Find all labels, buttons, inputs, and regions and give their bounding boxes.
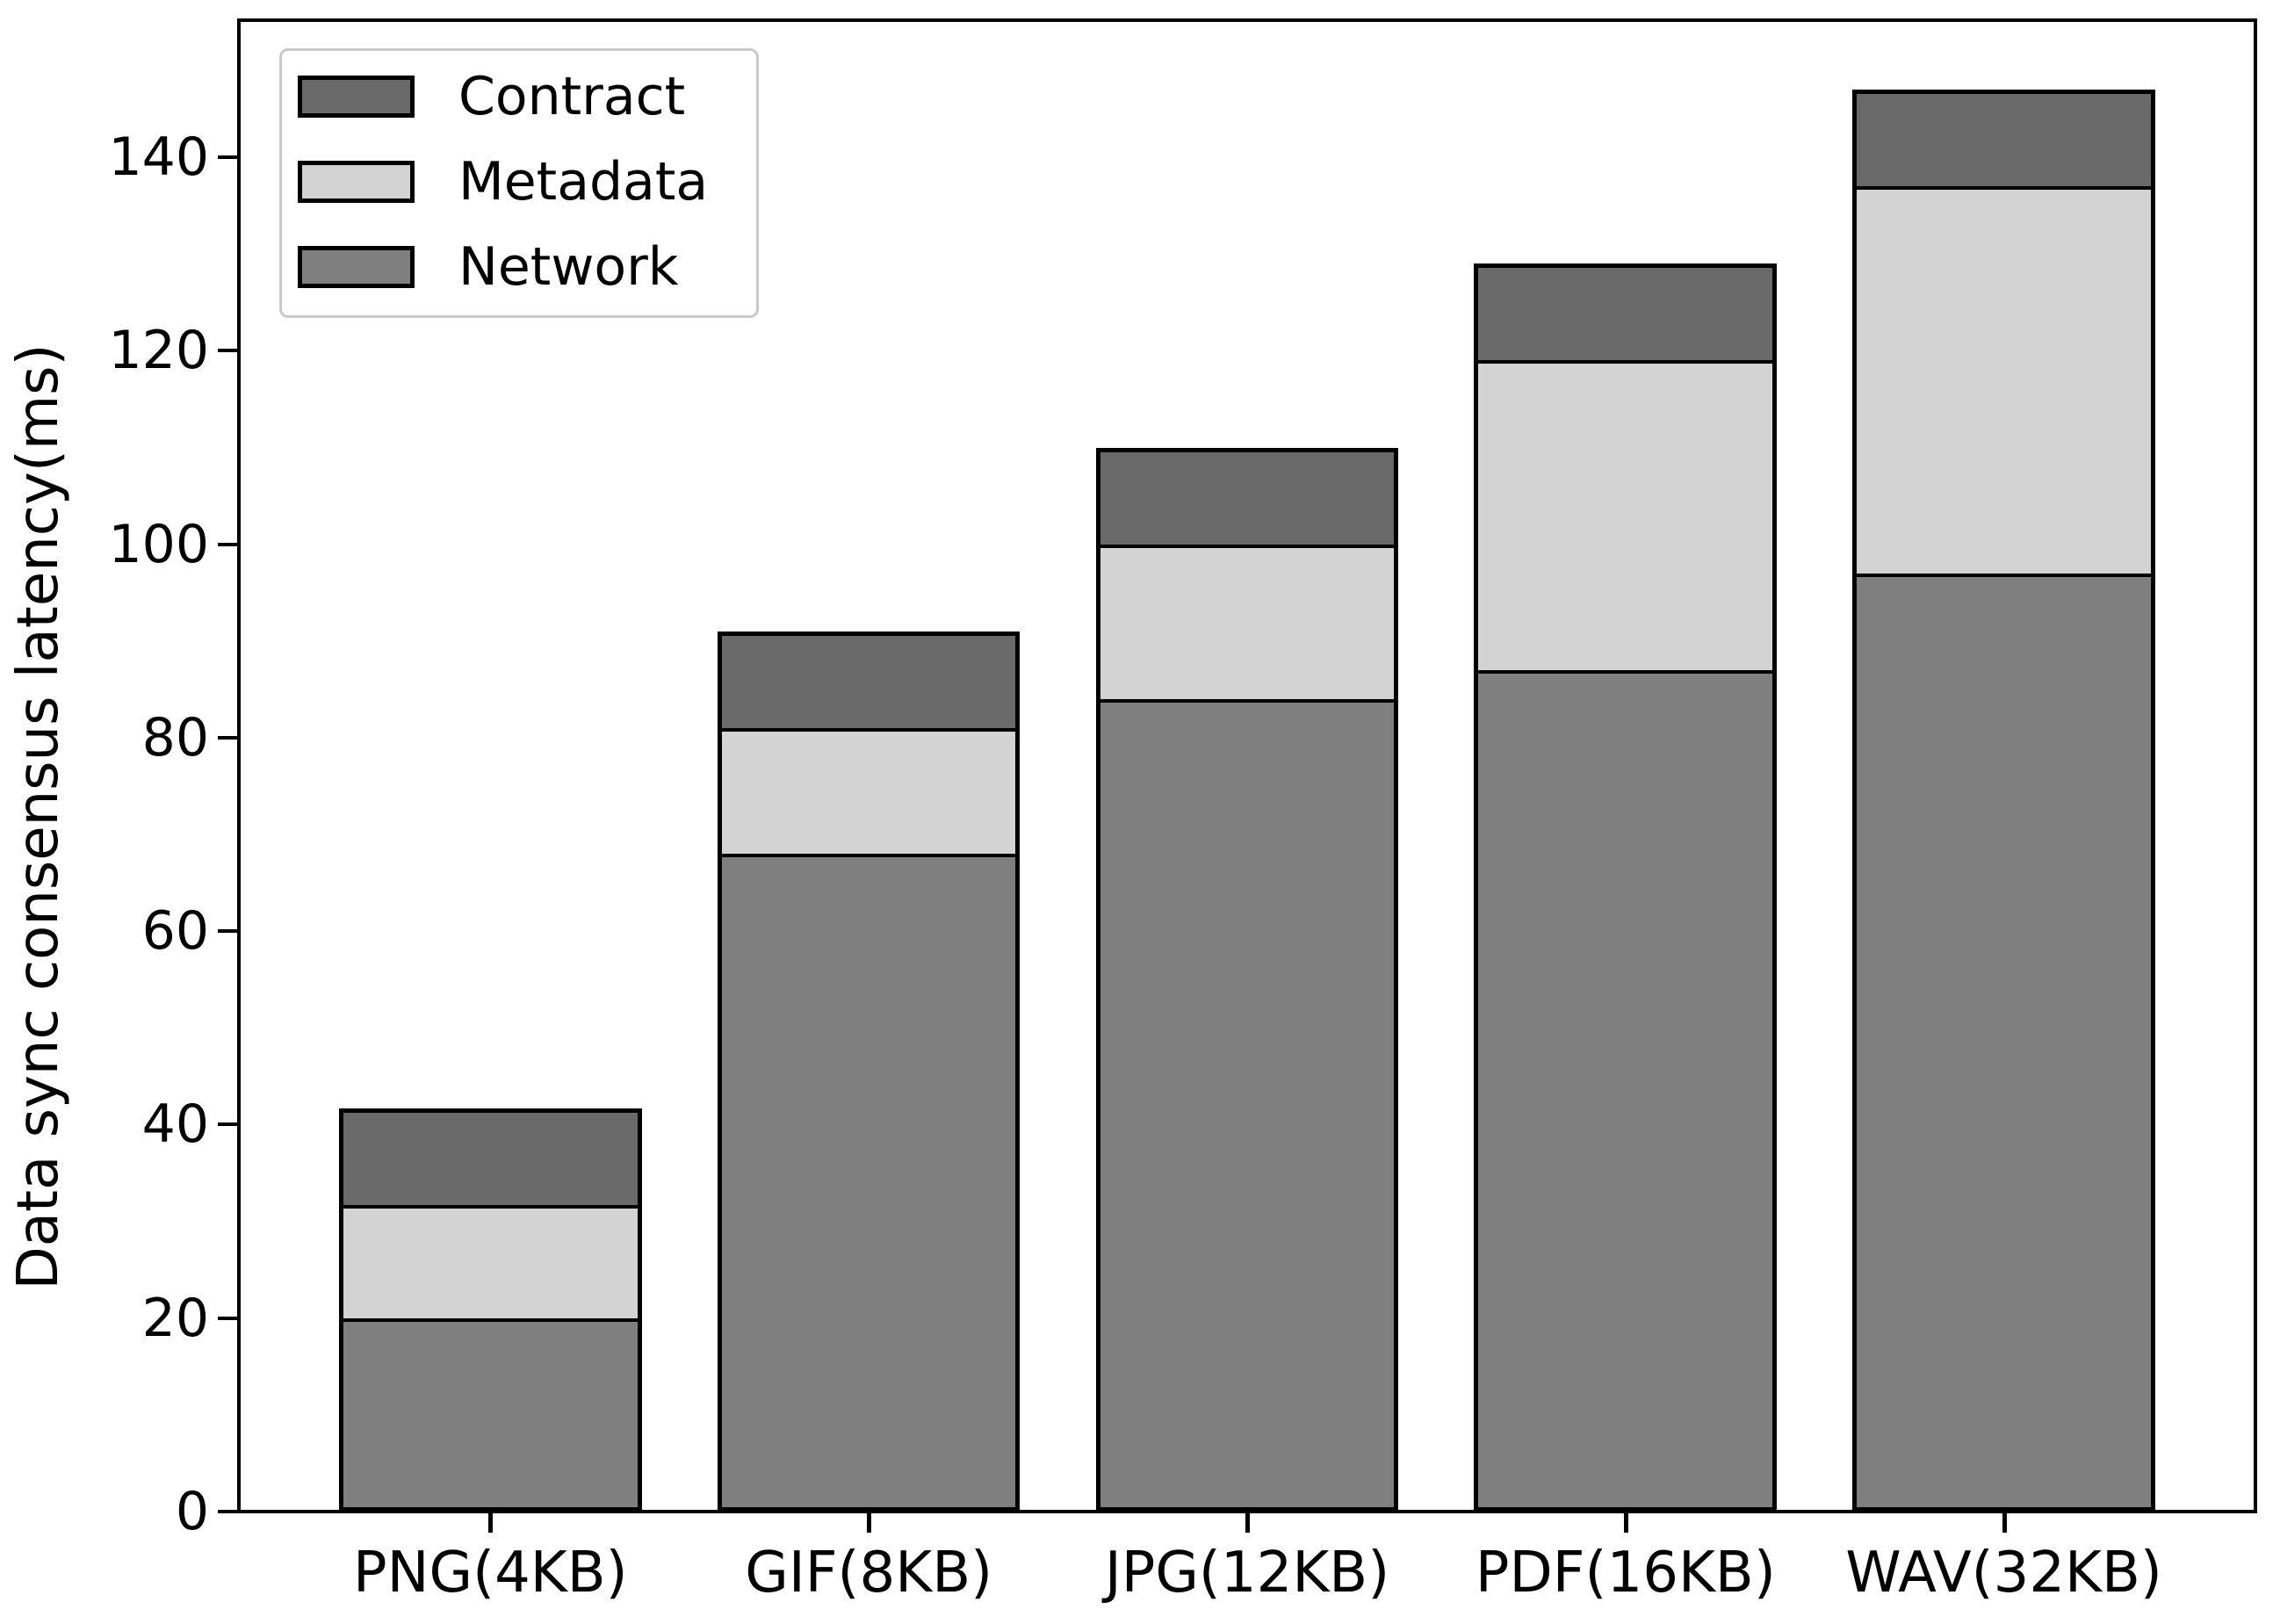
- y-tick-label-20: 20: [141, 1287, 209, 1349]
- y-tick-mark-120: [218, 349, 237, 353]
- y-tick-label-0: 0: [175, 1481, 209, 1542]
- bar-pdf-16kb: [1474, 263, 1778, 1512]
- segment-boundary-gif-8kb-network: [717, 850, 1021, 858]
- segment-boundary-jpg-12kb-network: [1095, 695, 1399, 703]
- segment-boundary-pdf-16kb-metadata: [1474, 357, 1778, 364]
- segment-boundary-png-4kb-metadata: [339, 1201, 642, 1209]
- network-segment-gif-8kb: [717, 854, 1021, 1512]
- x-tick-label-jpg-12kb: JPG(12KB): [1104, 1541, 1390, 1606]
- y-tick-mark-100: [218, 542, 237, 546]
- x-tick-mark-png-4kb: [488, 1513, 494, 1533]
- legend-swatch-contract: [298, 76, 415, 118]
- x-tick-label-png-4kb: PNG(4KB): [353, 1541, 628, 1606]
- bar-outline-png-4kb: [339, 1108, 642, 1512]
- y-tick-label-40: 40: [141, 1093, 209, 1156]
- network-segment-png-4kb: [339, 1317, 642, 1512]
- segment-boundary-gif-8kb-metadata: [717, 724, 1021, 732]
- metadata-segment-jpg-12kb: [1095, 544, 1399, 699]
- bar-jpg-12kb: [1095, 447, 1399, 1512]
- metadata-segment-gif-8kb: [717, 727, 1021, 855]
- contract-segment-gif-8kb: [717, 631, 1021, 728]
- metadata-segment-pdf-16kb: [1474, 360, 1778, 670]
- legend-swatch-metadata: [298, 161, 415, 203]
- y-tick-mark-20: [218, 1316, 237, 1320]
- x-tick-mark-pdf-16kb: [1623, 1513, 1628, 1533]
- legend-label-metadata: Metadata: [458, 151, 709, 213]
- y-tick-mark-0: [218, 1510, 237, 1513]
- bar-png-4kb: [339, 1108, 642, 1512]
- contract-segment-jpg-12kb: [1095, 447, 1399, 545]
- bar-gif-8kb: [717, 631, 1021, 1512]
- segment-boundary-jpg-12kb-metadata: [1095, 540, 1399, 548]
- segment-boundary-wav-32kb-metadata: [1852, 183, 2155, 191]
- network-segment-jpg-12kb: [1095, 698, 1399, 1512]
- y-tick-label-60: 60: [141, 900, 209, 963]
- y-tick-label-140: 140: [108, 126, 209, 189]
- segment-boundary-png-4kb-network: [339, 1314, 642, 1322]
- x-tick-mark-jpg-12kb: [1245, 1513, 1250, 1533]
- y-tick-mark-40: [218, 1122, 237, 1127]
- y-tick-label-120: 120: [108, 320, 209, 382]
- y-tick-label-100: 100: [108, 513, 209, 575]
- x-tick-label-wav-32kb: WAV(32KB): [1845, 1541, 2162, 1606]
- x-tick-mark-gif-8kb: [867, 1513, 872, 1533]
- y-tick-mark-80: [218, 735, 237, 740]
- x-tick-label-pdf-16kb: PDF(16KB): [1475, 1541, 1776, 1606]
- bar-wav-32kb: [1852, 90, 2155, 1512]
- legend-label-contract: Contract: [458, 66, 686, 127]
- legend-swatch-network: [298, 246, 415, 288]
- y-tick-mark-140: [218, 155, 237, 160]
- legend: Contract Metadata Network: [279, 48, 759, 318]
- bar-outline-wav-32kb: [1852, 90, 2155, 1512]
- x-tick-mark-wav-32kb: [2002, 1513, 2007, 1533]
- bar-outline-jpg-12kb: [1095, 447, 1399, 1512]
- contract-segment-wav-32kb: [1852, 90, 2155, 187]
- segment-boundary-wav-32kb-network: [1852, 569, 2155, 577]
- contract-segment-png-4kb: [339, 1108, 642, 1205]
- segment-boundary-pdf-16kb-network: [1474, 666, 1778, 674]
- metadata-segment-png-4kb: [339, 1204, 642, 1318]
- bar-outline-gif-8kb: [717, 631, 1021, 1512]
- network-segment-wav-32kb: [1852, 573, 2155, 1512]
- y-tick-label-80: 80: [141, 706, 209, 769]
- legend-label-network: Network: [458, 236, 679, 298]
- y-tick-mark-60: [218, 929, 237, 934]
- contract-segment-pdf-16kb: [1474, 263, 1778, 361]
- x-tick-label-gif-8kb: GIF(8KB): [745, 1541, 993, 1606]
- metadata-segment-wav-32kb: [1852, 186, 2155, 574]
- bar-outline-pdf-16kb: [1474, 263, 1778, 1512]
- network-segment-pdf-16kb: [1474, 669, 1778, 1512]
